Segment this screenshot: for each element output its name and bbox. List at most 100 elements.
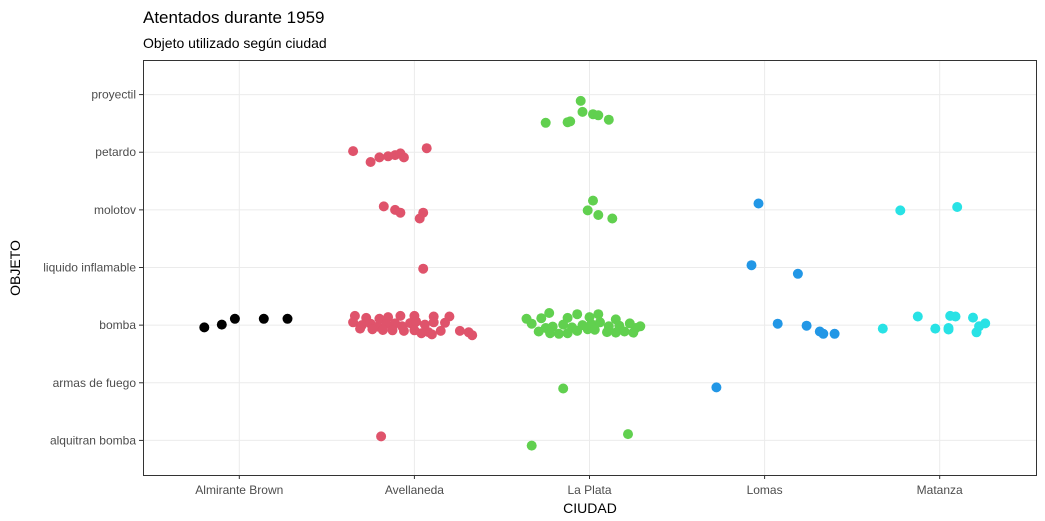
data-point — [603, 114, 614, 125]
data-point — [943, 324, 954, 335]
y-tick-label: proyectil — [91, 88, 136, 102]
data-point — [395, 207, 406, 218]
data-point — [377, 325, 388, 335]
data-point — [589, 324, 600, 335]
data-point — [818, 328, 829, 339]
data-point — [582, 324, 593, 335]
x-tick-label: Avellaneda — [385, 483, 444, 497]
y-tick-label: bomba — [99, 318, 136, 332]
data-point — [526, 440, 537, 451]
data-point — [545, 328, 556, 339]
data-point — [577, 106, 588, 117]
data-point — [376, 431, 387, 442]
chart-title: Atentados durante 1959 — [143, 8, 324, 27]
data-point — [428, 317, 439, 328]
data-point — [610, 327, 621, 338]
data-point — [367, 324, 378, 335]
data-point — [588, 195, 598, 206]
data-points — [199, 95, 991, 451]
data-point — [792, 268, 803, 279]
y-tick-label: alquitran bomba — [50, 433, 136, 447]
data-point — [829, 328, 840, 339]
x-axis: Almirante Brown Avellaneda La Plata Lomas Ma… — [195, 475, 963, 497]
data-point — [454, 325, 465, 336]
data-point — [540, 117, 551, 128]
data-point — [562, 117, 573, 128]
y-axis: alquitran bomba armas de fuego bomba liquid… — [43, 88, 143, 447]
data-point — [950, 311, 961, 322]
data-point — [533, 326, 544, 337]
data-point — [387, 325, 398, 336]
data-point — [199, 322, 210, 333]
data-point — [572, 325, 583, 336]
data-point — [593, 110, 604, 121]
data-point — [582, 205, 593, 216]
chart-subtitle: Objeto utilizado según ciudad — [143, 35, 327, 51]
data-point — [398, 152, 409, 163]
data-point — [378, 201, 389, 212]
data-point — [711, 382, 722, 393]
data-point — [374, 152, 385, 163]
data-point — [229, 313, 240, 324]
data-point — [772, 318, 783, 329]
grid-lines — [143, 60, 1036, 475]
data-point — [593, 309, 604, 320]
data-point — [282, 313, 293, 324]
data-point — [602, 327, 612, 338]
x-tick-label: Lomas — [747, 483, 783, 497]
data-point — [395, 310, 406, 321]
data-point — [895, 205, 906, 216]
data-point — [630, 323, 641, 333]
data-point — [536, 313, 547, 324]
data-point — [416, 328, 427, 339]
data-point — [930, 323, 941, 334]
data-point — [562, 328, 573, 339]
data-point — [216, 319, 227, 330]
data-point — [553, 328, 564, 339]
data-point — [467, 330, 478, 341]
data-point — [355, 323, 366, 334]
x-tick-label: Matanza — [917, 483, 963, 497]
data-point — [526, 318, 537, 329]
data-point — [419, 319, 430, 330]
data-point — [753, 198, 764, 209]
data-point — [980, 318, 991, 329]
y-axis-title: OBJETO — [7, 240, 23, 296]
data-point — [411, 316, 422, 327]
data-point — [418, 263, 429, 274]
data-point — [421, 143, 432, 154]
data-point — [607, 213, 618, 224]
data-point — [365, 157, 376, 167]
x-tick-label: Almirante Brown — [195, 483, 283, 497]
data-point — [398, 325, 409, 336]
data-point — [619, 326, 630, 337]
y-tick-label: liquido inflamable — [43, 261, 136, 275]
data-point — [952, 202, 963, 212]
data-point — [414, 213, 425, 224]
data-point — [746, 260, 757, 271]
data-point — [258, 313, 269, 324]
data-point — [801, 320, 812, 331]
data-point — [595, 317, 605, 328]
data-point — [968, 312, 978, 323]
data-point — [348, 146, 359, 157]
data-point — [558, 383, 569, 394]
data-point — [575, 95, 586, 106]
data-point — [877, 323, 888, 334]
data-point — [544, 308, 555, 318]
y-tick-label: armas de fuego — [53, 376, 137, 390]
y-tick-label: molotov — [94, 203, 136, 217]
data-point — [348, 317, 359, 328]
data-point — [374, 313, 385, 324]
data-point — [440, 317, 450, 328]
data-point — [593, 210, 604, 220]
x-tick-label: La Plata — [567, 483, 611, 497]
data-point — [558, 319, 569, 330]
y-tick-label: petardo — [95, 145, 136, 159]
data-point — [912, 311, 923, 322]
data-point — [426, 329, 437, 340]
data-point — [623, 429, 633, 440]
data-point — [435, 325, 446, 336]
data-point — [572, 309, 583, 320]
